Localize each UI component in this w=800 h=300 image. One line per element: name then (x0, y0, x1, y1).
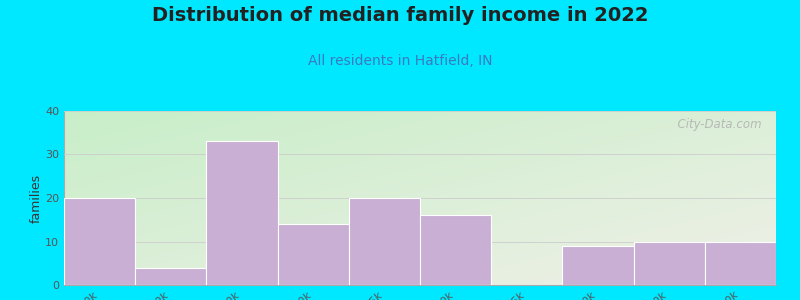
Bar (278, 224, 349, 285)
Bar (420, 215, 491, 285)
Bar (705, 242, 776, 285)
Bar (135, 268, 206, 285)
Bar (562, 246, 634, 285)
Y-axis label: families: families (30, 173, 42, 223)
Bar (634, 242, 705, 285)
Text: Distribution of median family income in 2022: Distribution of median family income in … (152, 6, 648, 25)
Bar (349, 198, 420, 285)
Bar (64, 198, 135, 285)
Bar (206, 141, 278, 285)
Text: All residents in Hatfield, IN: All residents in Hatfield, IN (308, 54, 492, 68)
Text: City-Data.com: City-Data.com (670, 118, 762, 131)
